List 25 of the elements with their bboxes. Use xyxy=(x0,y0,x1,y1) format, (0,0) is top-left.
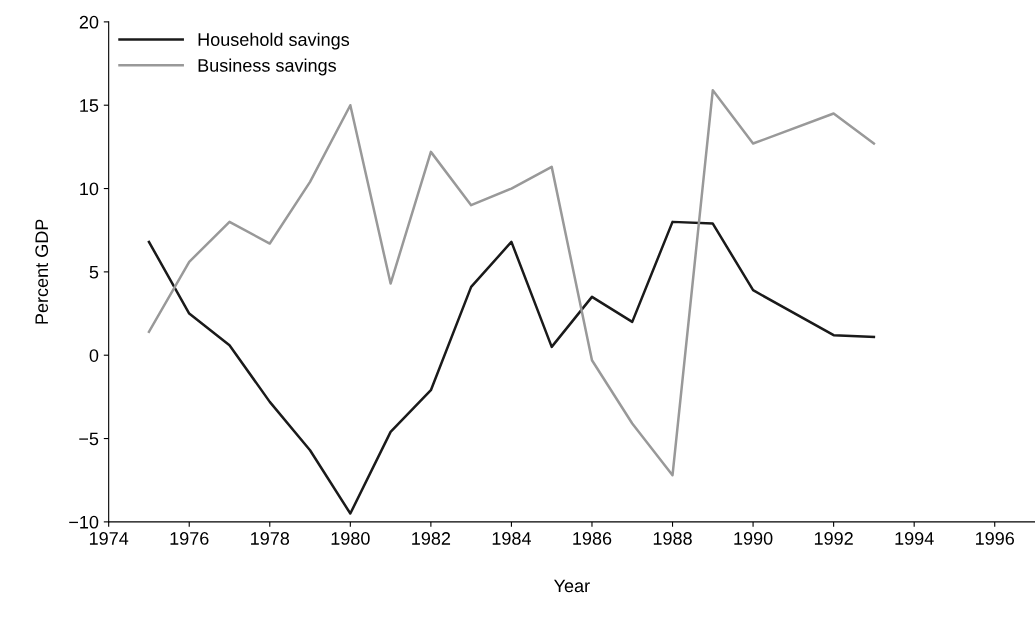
x-tick-label: 1990 xyxy=(734,532,773,545)
x-tick-label: 1992 xyxy=(814,532,853,545)
legend-label: Business savings xyxy=(198,58,336,76)
x-tick-label: 1988 xyxy=(653,532,692,545)
y-tick-label: 0 xyxy=(89,349,99,362)
x-tick-label: 1980 xyxy=(331,532,370,545)
y-axis-title: Percent GDP xyxy=(35,219,49,324)
x-axis-title: Year xyxy=(553,579,590,593)
x-tick-label: 1996 xyxy=(976,532,1015,545)
y-tick-label: 20 xyxy=(79,15,99,29)
x-tick-label: 1982 xyxy=(412,532,451,545)
x-tick-label: 1976 xyxy=(170,532,209,545)
x-tick-label: 1994 xyxy=(895,532,934,545)
x-tick-label: 1986 xyxy=(573,532,612,545)
y-tick-label: 10 xyxy=(80,182,99,196)
legend-label: Household savings xyxy=(198,32,350,50)
y-tick-label: −5 xyxy=(79,432,99,446)
y-tick-label: 5 xyxy=(89,266,99,279)
line-series xyxy=(147,220,876,515)
x-tick-label: 1984 xyxy=(492,532,531,545)
y-tick-label: 15 xyxy=(80,99,99,112)
y-tick-label: −10 xyxy=(69,515,99,529)
x-tick-label: 1978 xyxy=(251,532,290,545)
x-tick-label: 1974 xyxy=(89,532,129,545)
line-series xyxy=(147,88,876,477)
